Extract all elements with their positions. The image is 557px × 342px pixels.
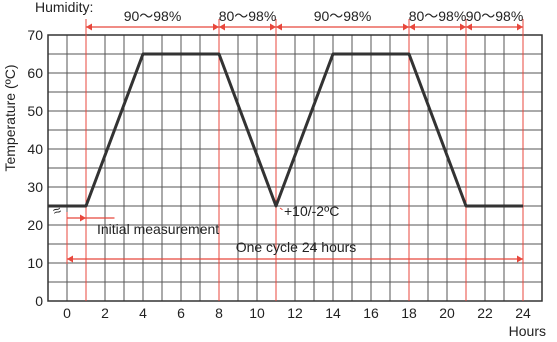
- humidity-range-arrow-head: [213, 23, 219, 31]
- humidity-range-label: 80～98%: [219, 8, 277, 24]
- y-tick-label: 40: [27, 141, 43, 157]
- humidity-range-arrow-head: [219, 23, 225, 31]
- x-tick-label: 24: [515, 305, 531, 321]
- labels: Humidity: Hours Temperature (ºC) Initial…: [2, 0, 546, 339]
- humidity-range-arrow-head: [403, 23, 409, 31]
- x-tick-label: 8: [215, 305, 223, 321]
- y-tick-label: 60: [27, 65, 43, 81]
- humidity-range-arrow-head: [517, 23, 523, 31]
- humidity-range-label: 90～98%: [466, 8, 524, 24]
- y-tick-label: 20: [27, 217, 43, 233]
- humidity-range-label: 90～98%: [124, 8, 182, 24]
- x-tick-label: 16: [363, 305, 379, 321]
- cycle-label: One cycle 24 hours: [236, 239, 357, 255]
- tolerance-label: +10/-2ºC: [284, 203, 339, 219]
- humidity-range-arrow-head: [466, 23, 472, 31]
- cycle-arrow-head: [517, 255, 523, 263]
- x-tick-label: 18: [401, 305, 417, 321]
- y-tick-label: 0: [35, 293, 43, 309]
- y-tick-label: 30: [27, 179, 43, 195]
- x-tick-label: 2: [101, 305, 109, 321]
- tolerance-leader: [279, 207, 284, 211]
- humidity-range-label: 80～98%: [409, 8, 467, 24]
- y-tick-label: 70: [27, 27, 43, 43]
- y-tick-label: 10: [27, 255, 43, 271]
- cycle-arrow-head: [67, 255, 73, 263]
- humidity-range-arrow-head: [276, 23, 282, 31]
- axis-break-mark: ≈: [51, 201, 64, 219]
- initial-measurement-arrow-head: [80, 214, 86, 222]
- humidity-range-arrow-head: [460, 23, 466, 31]
- y-tick-label: 50: [27, 103, 43, 119]
- x-tick-label: 10: [249, 305, 265, 321]
- x-tick-label: 14: [325, 305, 341, 321]
- humidity-label: Humidity:: [35, 0, 93, 15]
- series: [47, 52, 524, 208]
- humidity-markers: 90～98% 80～98% 90～98% 80～98% 90～98%: [66, 8, 524, 301]
- humidity-range-arrow-head: [409, 23, 415, 31]
- x-tick-label: 12: [287, 305, 303, 321]
- grid: [48, 35, 542, 301]
- humidity-range-arrow-head: [86, 23, 92, 31]
- x-tick-label: 22: [477, 305, 493, 321]
- y-axis-label: Temperature (ºC): [2, 64, 18, 171]
- humidity-range-label: 90～98%: [314, 8, 372, 24]
- humidity-range-arrow-head: [270, 23, 276, 31]
- x-axis-label: Hours: [509, 323, 546, 339]
- x-tick-label: 4: [139, 305, 147, 321]
- x-tick-label: 0: [63, 305, 71, 321]
- x-tick-label: 20: [439, 305, 455, 321]
- plot-frame: [47, 34, 543, 302]
- x-tick-label: 6: [177, 305, 185, 321]
- initial-measurement-label: Initial measurement: [97, 221, 219, 237]
